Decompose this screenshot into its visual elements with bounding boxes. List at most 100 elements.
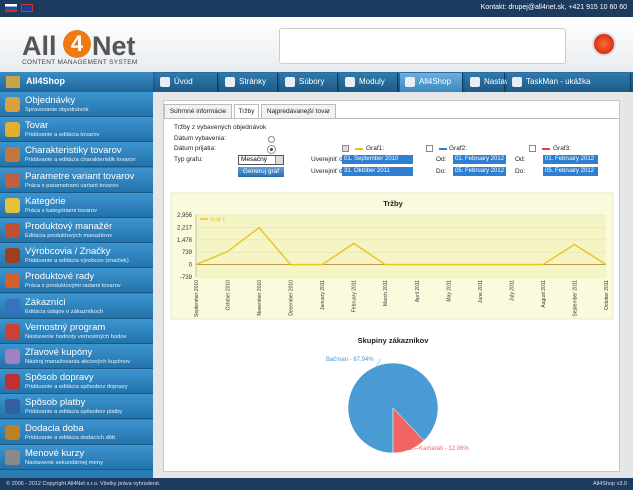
sidebar-item[interactable]: Objednávky Spravovanie objednávok [0,92,153,117]
y-tick-label: 0 [189,263,193,269]
date-field[interactable]: 01. February 2012 [453,155,506,164]
x-tick-label: January 2011 [320,280,326,310]
sidebar-title: Parametre variant tovarov [25,170,135,182]
leader-line [409,447,420,451]
date-field[interactable]: 05. February 2012 [543,167,598,176]
content-tab[interactable]: Súhrnné informácie [164,104,232,119]
nav-tab[interactable]: Nastavenia [465,73,524,92]
icon [5,122,20,138]
nav-tab-label: Stránky [239,77,267,86]
icon [5,424,20,440]
x-tick-label: May 2011 [446,280,452,302]
date-field[interactable]: 01. September 2010 [342,155,413,164]
icon [5,97,20,112]
sidebar-item[interactable]: Charakteristiky tovarov Pridávanie a edit… [0,142,153,168]
nav-tab-label: TaskMan - ukážka [526,77,591,86]
legend-label: Graf 1 [210,217,225,223]
top-bar: Kontakt: drupej@all4net.sk, +421 915 10 … [0,0,633,17]
icon [5,273,20,289]
nav-tab[interactable]: Moduly [340,73,398,92]
nav-tab-label: All4Shop [419,77,452,86]
logo-text: All [22,31,57,61]
sidebar-title: Dodacia doba [25,422,84,434]
radio[interactable] [268,136,275,143]
content-tab[interactable]: Tržby [234,104,259,119]
icon [5,172,20,188]
form-label: Graf1: [366,145,385,152]
nav-tab-label: Úvod [174,77,193,86]
checkbox[interactable] [529,145,536,152]
sidebar-title: Výrobcovia / Značky [25,246,111,258]
power-button[interactable] [592,32,616,56]
date-field[interactable]: 01. February 2012 [543,155,598,164]
nav-tab[interactable]: TaskMan - ukážka [507,73,631,92]
sidebar-subtitle: Práca s kategóriami tovarov [25,207,97,214]
x-tick-label: September 2011 [572,280,578,317]
sidebar-item[interactable]: Vernostný program Nastavenie hodnoty vern… [0,318,153,344]
icon [405,77,415,87]
sidebar-item[interactable]: Menové kurzy Nastavenie sekundárnej meny [0,444,153,470]
button[interactable]: Generuj graf [238,167,284,177]
icon [6,76,20,88]
tab-rule [164,118,619,119]
form-label: Graf2: [449,145,468,152]
sidebar-item[interactable]: Produktový manažér Editácia produktových … [0,218,153,243]
icon [225,77,235,87]
sidebar: Objednávky Spravovanie objednávok Tovar Pri… [0,92,153,478]
sidebar-title: Zákazníci [25,296,66,308]
icon [5,323,20,339]
sidebar-item[interactable]: Spôsob dopravy Pridávanie a editácia spôs… [0,369,153,395]
sidebar-item[interactable]: Dodacia doba Pridávanie a editácia dodací… [0,419,153,445]
sidebar-subtitle: Nastavenie sekundárnej meny [25,459,103,466]
checkbox[interactable] [426,145,433,152]
content-tab[interactable]: Najpredávanejší tovar [261,104,336,119]
sidebar-title: Vernostný program [25,321,106,333]
sidebar-item[interactable]: Tovar Pridávanie a editácia tovarov [0,117,153,143]
header: All 4 Net CONTENT MANAGEMENT SYSTEM [0,17,633,72]
icon [5,349,20,364]
chart-title: Skupiny zákazníkov [358,336,430,345]
nav-section-title: All4Shop [26,76,66,86]
nav-tab-label: Moduly [359,77,385,86]
sidebar-subtitle: Pridávanie a editácia tovarov [25,132,100,139]
date-field[interactable]: 05. February 2012 [453,167,506,176]
select[interactable]: Mesačný [238,155,284,165]
charts: Tržby -739 0 739 1,478 2,217 2,956 September 20… [170,192,614,454]
x-tick-label: August 2011 [541,280,547,308]
nav-section: All4Shop [0,72,153,92]
sidebar-subtitle: Pridávanie a editácia spôsobov dopravy [25,384,128,391]
sidebar-subtitle: Nástroj manažovania akciových kupónov [25,359,131,365]
sidebar-item[interactable]: Výrobcovia / Značky Pridávanie a editácia… [0,243,153,269]
sidebar-title: Tovar [25,120,49,132]
line-series [195,226,607,266]
form-label: Do: [515,168,526,175]
pie-slice [392,407,425,454]
chart-title: Tržby [383,199,403,208]
nav-tab[interactable]: Úvod [155,73,218,92]
nav-tab[interactable]: All4Shop [400,73,463,92]
y-tick-label: 739 [182,250,193,256]
nav-tab[interactable]: Súbory [280,73,338,92]
sidebar-title: Menové kurzy [25,447,85,459]
sidebar-item[interactable]: Spôsob platby Pridávanie a editácia spôso… [0,394,153,420]
icon [5,449,20,465]
sidebar-item[interactable]: Zákazníci Editácia údajov o zákazníkoch [0,293,153,319]
flag [21,4,33,12]
footer: © 2006 - 2012 Copyright All4Net s.r.o. V… [0,478,633,490]
date-field[interactable]: 31. Október 2011 [342,167,413,176]
nav-tab[interactable]: Stránky [220,73,278,92]
sidebar-item[interactable]: Zľavové kupóny Nástroj manažovania akciov… [0,344,153,369]
sidebar-subtitle: Nastavenie hodnoty vernostných bodov [25,333,127,340]
icon [5,197,20,213]
sidebar-title: Produktový manažér [25,221,113,232]
search-box [279,28,566,64]
x-tick-label: February 2011 [352,280,358,312]
radio[interactable] [267,145,276,154]
form-label: Tržby z vybavených objednávok [174,124,267,131]
sidebar-item[interactable]: Parametre variant tovarov Práca s paramet… [0,167,153,193]
checkbox[interactable] [342,145,349,152]
y-tick-label: 1,478 [177,238,193,244]
sidebar-item[interactable]: Produktové rady Práca s produktovými rada… [0,268,153,294]
sidebar-item[interactable]: Kategórie Práca s kategóriami tovarov [0,192,153,218]
